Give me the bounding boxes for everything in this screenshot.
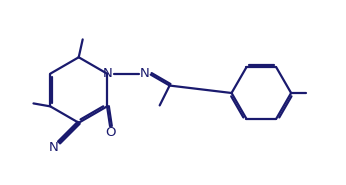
Text: N: N	[103, 67, 112, 80]
Text: N: N	[140, 67, 150, 80]
Text: N: N	[49, 141, 58, 154]
Text: O: O	[105, 126, 116, 139]
